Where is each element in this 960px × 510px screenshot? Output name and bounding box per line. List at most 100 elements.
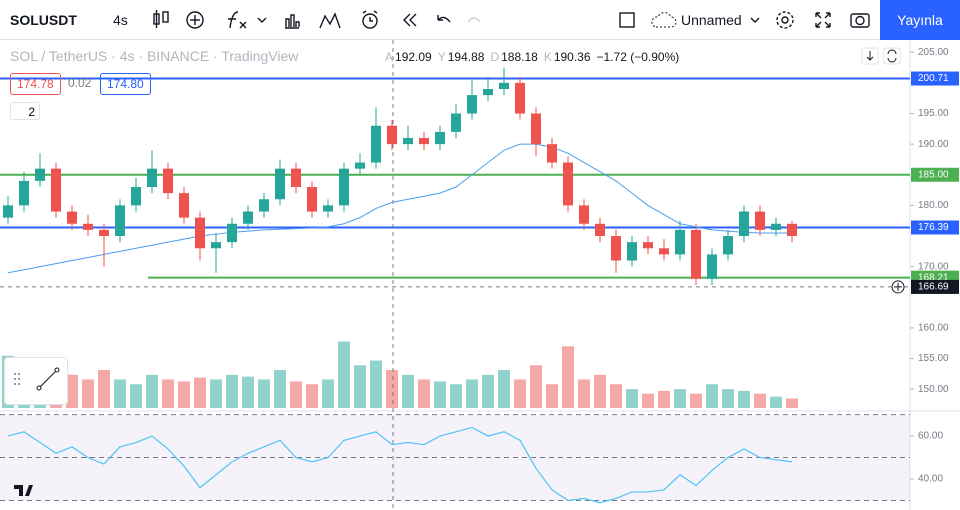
candle-body [755, 211, 765, 230]
level-label: 185.00 [918, 169, 949, 180]
volume-bar [498, 370, 510, 408]
y-tick-label: 160.00 [918, 323, 949, 334]
ask-price[interactable]: 174.80 [100, 73, 151, 95]
rsi-tick-label: 60.00 [918, 431, 943, 442]
candle-body [355, 162, 365, 169]
candle-body [83, 223, 93, 230]
toolbar: SOLUSDT 4s Unnamed Yayınla [0, 0, 960, 40]
candle-body [579, 205, 589, 224]
candle-body [707, 254, 717, 279]
bid-price[interactable]: 174.78 [10, 73, 61, 95]
candle-body [403, 138, 413, 145]
volume-bar [770, 396, 782, 408]
ohlc-value: 190.36 [553, 50, 591, 64]
volume-bar [690, 393, 702, 408]
volume-bar [66, 374, 78, 408]
candle-body [419, 138, 429, 145]
volume-bar [338, 341, 350, 408]
collapse-indicators[interactable]: 2 [10, 102, 40, 120]
candle-body [211, 242, 221, 249]
y-tick-label: 150.00 [918, 384, 949, 395]
volume-bar [754, 393, 766, 408]
level-label-bg [911, 71, 959, 86]
publish-button[interactable]: Yayınla [880, 0, 960, 40]
ohlc-key: A [385, 50, 394, 64]
rsi-tick-label: 40.00 [918, 474, 943, 485]
symbol[interactable]: SOLUSDT [10, 12, 77, 28]
candle-body [451, 113, 461, 132]
volume-bar [258, 379, 270, 408]
candle-body [787, 223, 797, 237]
volume [2, 341, 798, 408]
moving-average [7, 143, 792, 274]
level-label-bg [911, 220, 959, 235]
candle-body [739, 211, 749, 237]
candle-body [259, 199, 269, 212]
candle-body [275, 168, 285, 200]
volume-bar [738, 390, 750, 408]
volume-bar [226, 374, 238, 408]
volume-bar [114, 379, 126, 408]
drawing-icons [14, 367, 60, 391]
candle-body [51, 168, 61, 212]
candle-body [323, 205, 333, 212]
volume-bar [242, 376, 254, 408]
candle-body [547, 144, 557, 163]
ohlc-key: D [490, 50, 500, 64]
interval[interactable]: 4s [113, 12, 128, 28]
toolbar-right-icons [750, 11, 870, 29]
volume-bar [402, 374, 414, 408]
candle-body [563, 162, 573, 206]
candle-body [291, 168, 301, 188]
volume-bar [674, 389, 686, 408]
y-tick-label: 205.00 [918, 47, 949, 58]
ohlc-key: Y [437, 50, 446, 64]
candle-body [435, 131, 445, 145]
scale-reset [887, 49, 897, 63]
drawing-toolbar[interactable] [4, 357, 68, 405]
candle-body [627, 242, 637, 261]
volume-bar [578, 379, 590, 408]
volume-bar [642, 393, 654, 408]
ohlc-legend: A 192.09 Y 194.88 D 188.18 K 190.36 −1.72 (−0.90… [385, 50, 679, 64]
volume-bar [178, 381, 190, 408]
ohlc-change: −1.72 (−0.90%) [596, 50, 680, 64]
y-tick-label: 180.00 [918, 200, 949, 211]
volume-bar [562, 346, 574, 408]
volume-bar [418, 379, 430, 408]
layout-name[interactable]: Unnamed [681, 12, 742, 28]
toolbar-icons [153, 10, 635, 29]
candle-body [691, 229, 701, 279]
scale-arrow [866, 51, 874, 61]
candle-body [531, 113, 541, 145]
add-button-plus [894, 282, 902, 291]
volume-bar [306, 384, 318, 408]
volume-bar [722, 389, 734, 408]
candle-body [307, 187, 317, 212]
candle-body [19, 180, 29, 206]
candle-body [387, 125, 397, 145]
volume-bar [466, 379, 478, 408]
volume-bar [530, 365, 542, 408]
candle-body [659, 248, 669, 255]
ohlc-value: 192.09 [395, 50, 432, 64]
candle-body [515, 82, 525, 114]
volume-bar [146, 374, 158, 408]
volume-bar [162, 379, 174, 408]
ohlc-value: 188.18 [501, 50, 538, 64]
volume-bar [290, 381, 302, 408]
ohlc-value: 194.88 [447, 50, 485, 64]
volume-bar [370, 360, 382, 408]
candle-body [595, 223, 605, 237]
candle-body [227, 223, 237, 243]
y-tick-label: 170.00 [918, 261, 949, 272]
volume-bar [594, 374, 606, 408]
volume-bar [450, 384, 462, 408]
volume-bar [386, 370, 398, 408]
volume-bar [322, 379, 334, 408]
candle-body [179, 193, 189, 218]
crosshair-label-bg [911, 279, 959, 294]
level-label: 168.21 [918, 272, 949, 283]
